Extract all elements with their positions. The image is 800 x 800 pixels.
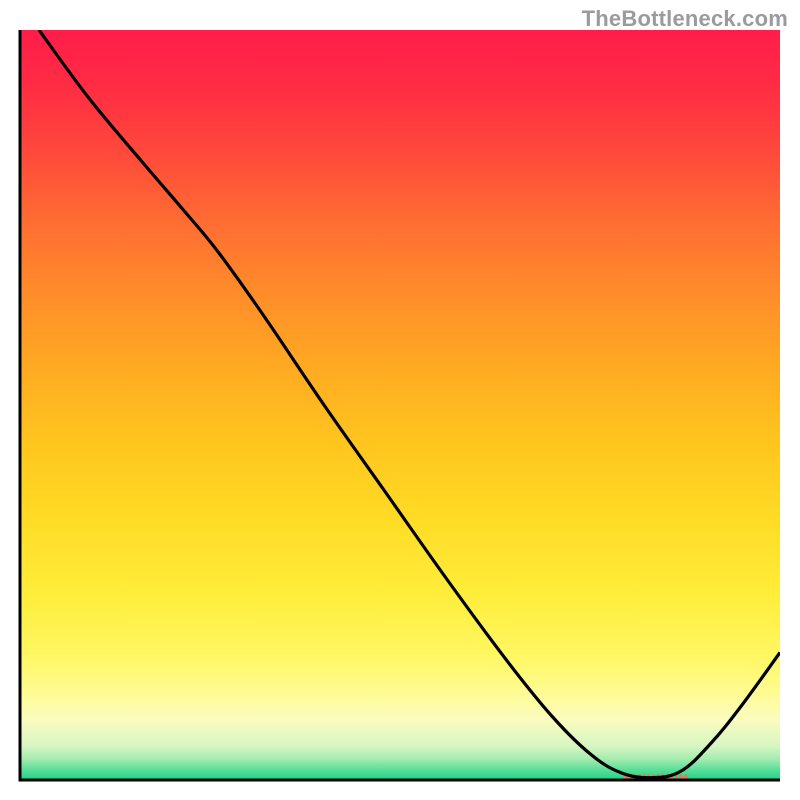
chart-container: TheBottleneck.com (0, 0, 800, 800)
plot-background (20, 30, 780, 780)
watermark-text: TheBottleneck.com (582, 6, 788, 32)
bottleneck-chart (0, 0, 800, 800)
